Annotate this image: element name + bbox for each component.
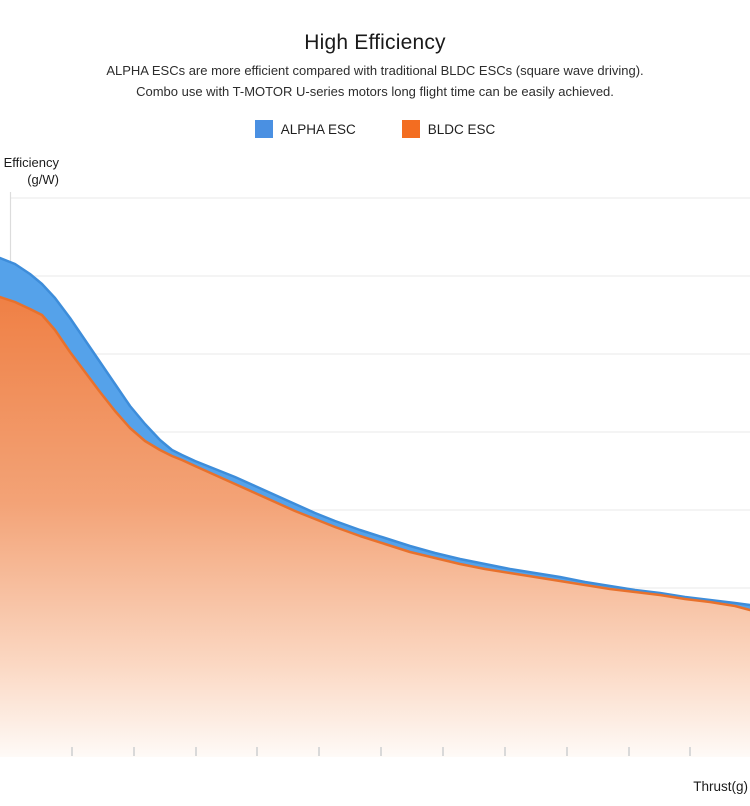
subtitle-line-1: ALPHA ESCs are more efficient compared w…: [106, 63, 644, 78]
legend-label-bldc-esc: BLDC ESC: [427, 121, 496, 137]
subtitle-line-2: Combo use with T-MOTOR U-series motors l…: [136, 84, 614, 99]
bldc-esc-line: [0, 295, 750, 612]
legend: ALPHA ESC BLDC ESC: [0, 120, 750, 138]
x-axis-label: Thrust(g): [693, 779, 748, 794]
legend-item-alpha-esc[interactable]: ALPHA ESC: [254, 120, 356, 138]
legend-swatch-bldc-esc-icon: [401, 120, 420, 138]
legend-label-alpha-esc: ALPHA ESC: [280, 121, 356, 137]
page-title: High Efficiency: [304, 31, 446, 54]
alpha-esc-line: [0, 256, 750, 607]
legend-swatch-alpha-esc-icon: [254, 120, 273, 138]
legend-swatch-alpha-esc-rect: [254, 120, 273, 138]
bldc-esc-area: [0, 297, 750, 757]
y-axis-label-line2: (g/W): [27, 172, 59, 187]
y-axis-label-line1: Efficiency: [3, 155, 59, 170]
subtitle: ALPHA ESCs are more efficient compared w…: [0, 60, 750, 102]
y-axis-label: Efficiency (g/W): [0, 154, 59, 188]
legend-swatch-bldc-esc-rect: [401, 120, 420, 138]
legend-item-bldc-esc[interactable]: BLDC ESC: [401, 120, 496, 138]
